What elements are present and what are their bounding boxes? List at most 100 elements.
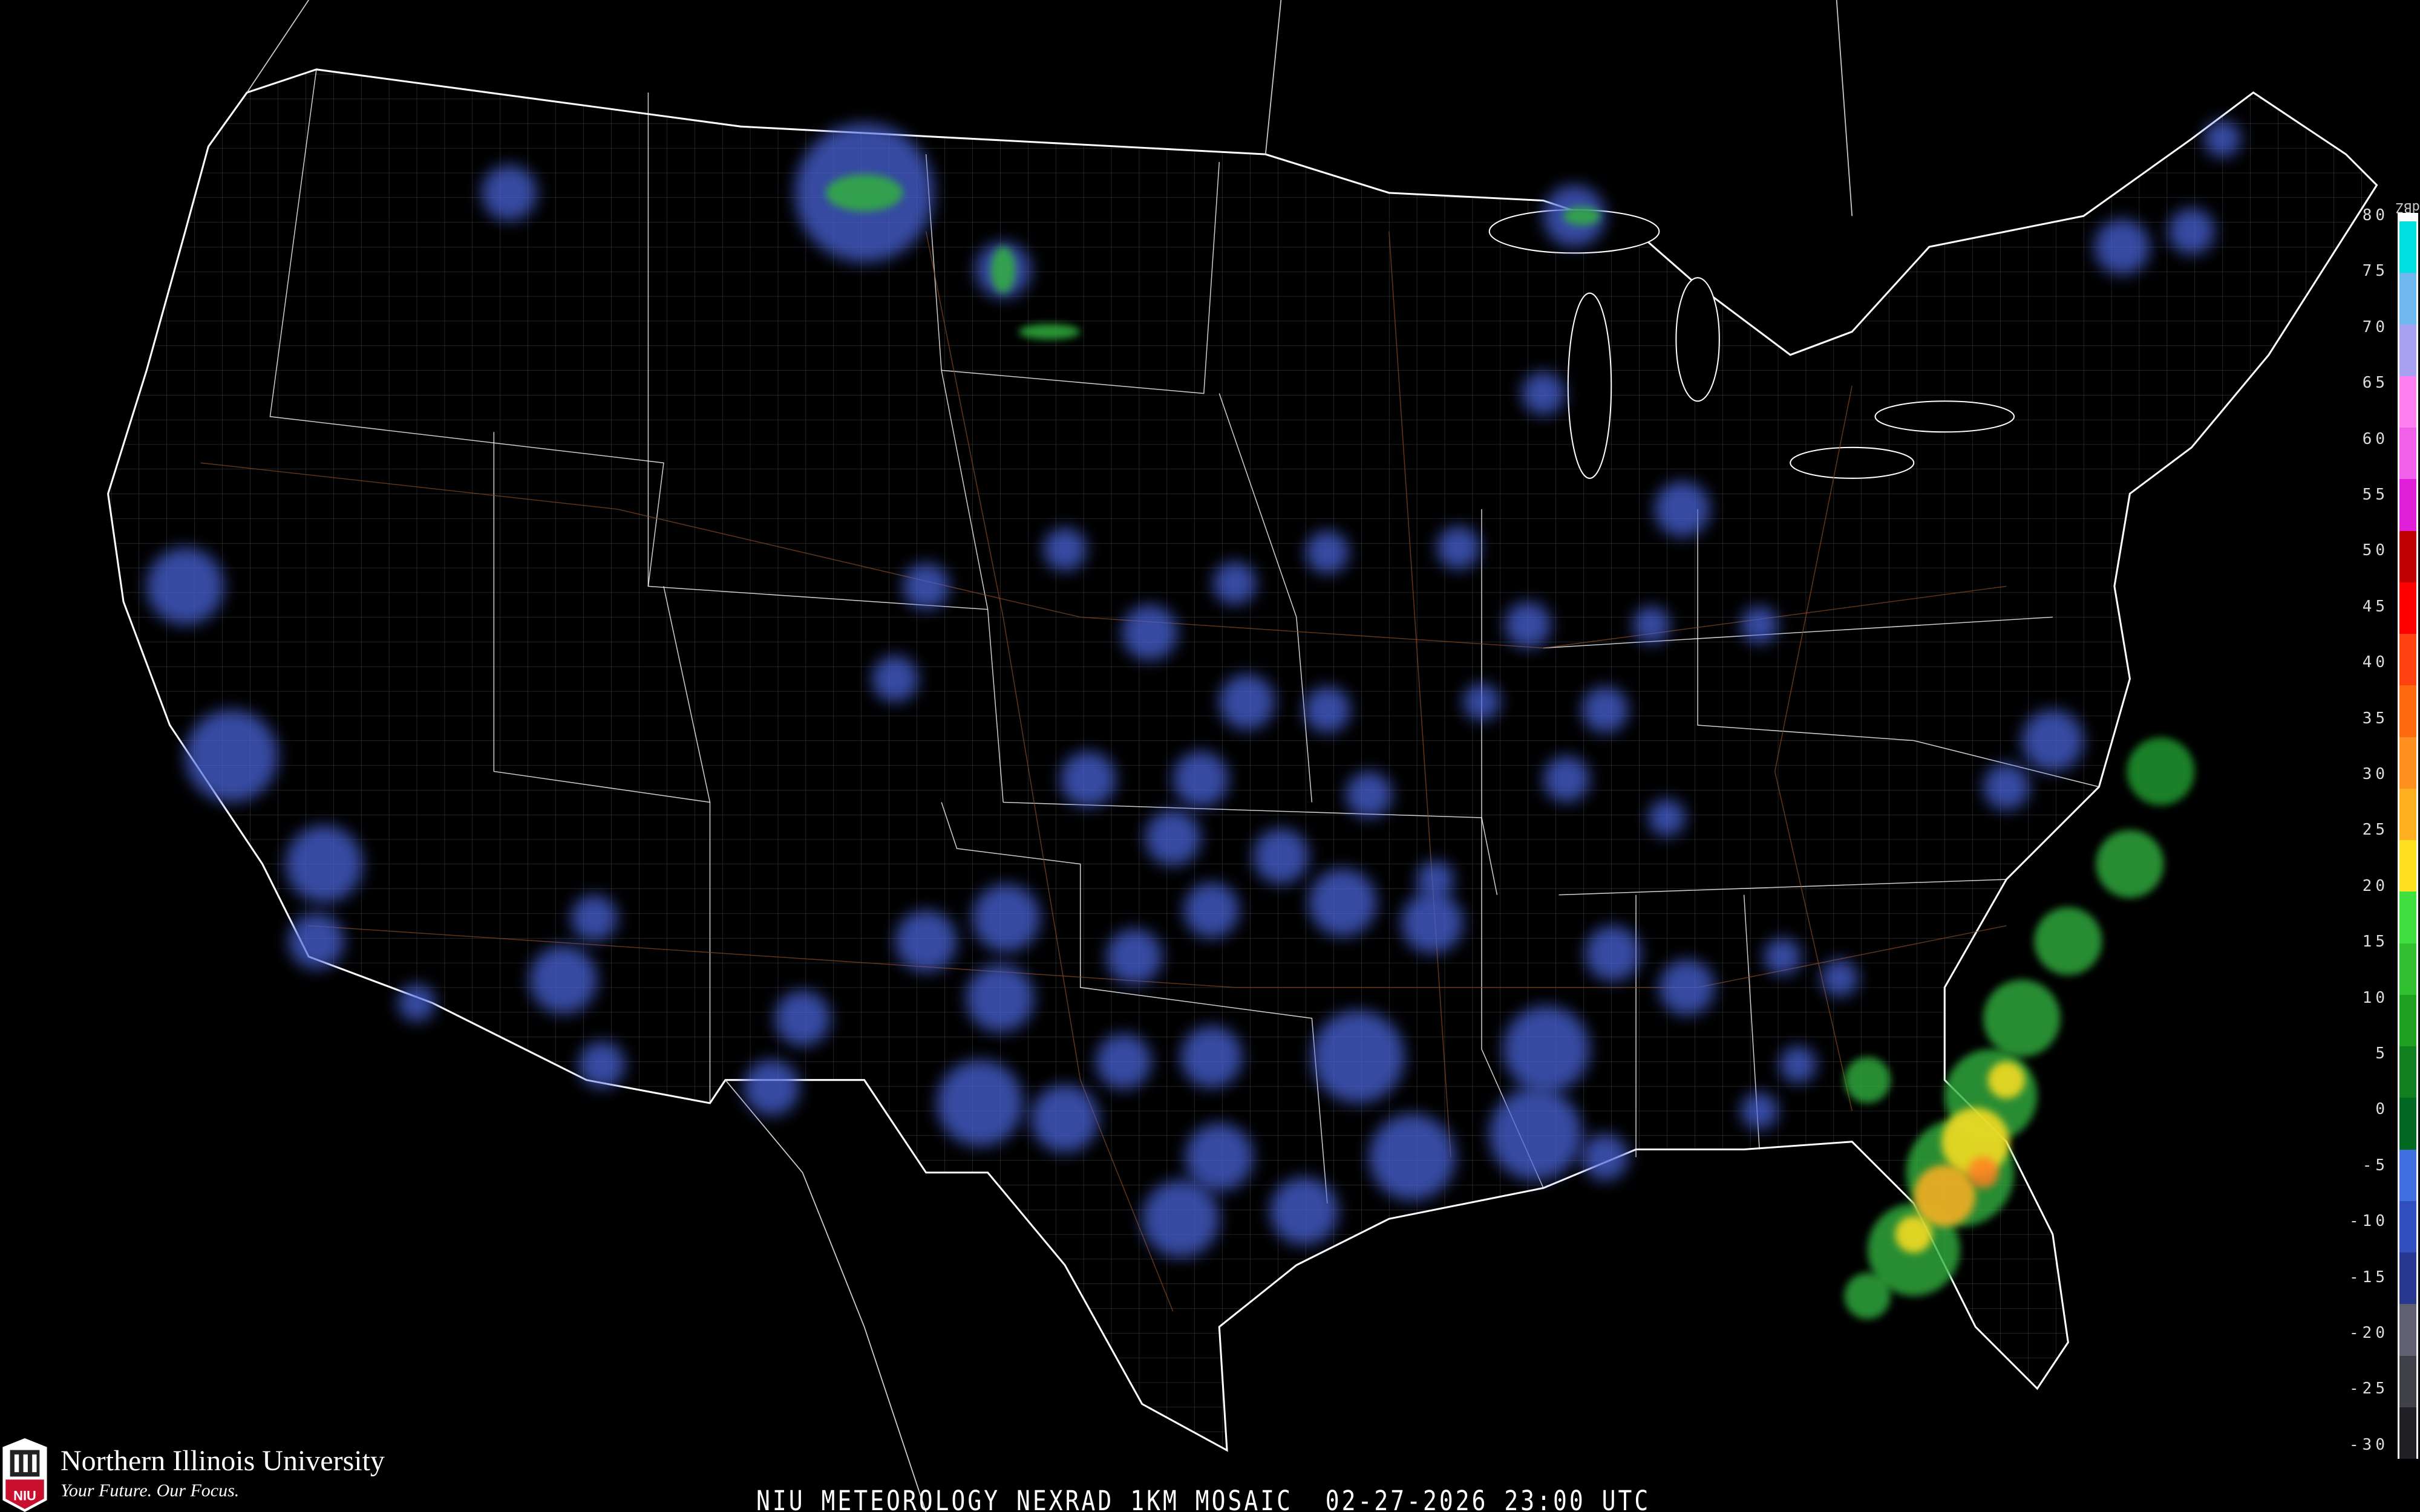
legend-swatch xyxy=(2399,1407,2416,1459)
highway xyxy=(1388,231,1451,1158)
radar-echo xyxy=(1741,606,1778,644)
radar-echo xyxy=(1503,1006,1590,1093)
radar-echo xyxy=(1654,481,1710,537)
radar-echo xyxy=(1779,1046,1817,1083)
legend-swatch xyxy=(2399,1046,2416,1098)
legend-swatch xyxy=(2399,376,2416,428)
highway xyxy=(200,462,2007,649)
radar-echo xyxy=(1096,1034,1152,1090)
legend-swatch xyxy=(2399,685,2416,737)
state-line xyxy=(1543,616,2053,649)
legend-label: -30 xyxy=(2349,1435,2389,1454)
radar-echoes xyxy=(146,120,2242,1320)
legend-swatch xyxy=(2399,788,2416,840)
legend-swatch xyxy=(2399,840,2416,892)
radar-echo xyxy=(1505,601,1551,648)
radar-echo-moderate xyxy=(2034,907,2102,976)
state-lines xyxy=(200,69,2099,1312)
neighbor-border xyxy=(246,0,1853,1512)
radar-echo xyxy=(1185,1123,1254,1191)
radar-echo xyxy=(1306,530,1349,574)
great-lake xyxy=(1790,446,1915,479)
legend-label: 0 xyxy=(2375,1100,2389,1119)
legend-label: 10 xyxy=(2362,988,2389,1007)
highway xyxy=(309,925,2007,988)
radar-echo xyxy=(1304,686,1351,733)
radar-echo xyxy=(1741,1092,1778,1130)
legend-swatch xyxy=(2399,1304,2416,1356)
state-line xyxy=(663,586,711,803)
radar-echo-moderate xyxy=(825,174,903,212)
radar-echo-moderate xyxy=(1844,1272,1891,1320)
radar-echo-moderate xyxy=(1018,324,1081,340)
legend-label: 5 xyxy=(2375,1044,2389,1063)
legend-label: 50 xyxy=(2362,541,2389,560)
radar-echo xyxy=(2021,709,2084,772)
state-line xyxy=(1218,393,1313,803)
legend-swatch xyxy=(2399,1253,2416,1305)
radar-echo xyxy=(578,1041,626,1088)
country-border xyxy=(107,68,2378,1452)
radar-echo xyxy=(1648,799,1686,836)
legend-label: 65 xyxy=(2362,374,2389,393)
radar-echo xyxy=(1043,527,1087,571)
radar-echo xyxy=(1821,959,1859,997)
legend-swatch xyxy=(2399,943,2416,995)
legend-colorbar xyxy=(2398,213,2418,1459)
radar-echo xyxy=(1346,771,1393,818)
legend-swatch xyxy=(2399,221,2416,273)
university-name: Northern Illinois University xyxy=(60,1445,385,1477)
radar-echo-moderate xyxy=(2127,737,2195,806)
radar-echo xyxy=(529,945,598,1014)
radar-echo xyxy=(1369,1113,1456,1201)
radar-echo xyxy=(1543,756,1590,803)
legend-label: 45 xyxy=(2362,597,2389,616)
university-tagline: Your Future. Our Focus. xyxy=(60,1481,240,1501)
radar-echo xyxy=(1270,1177,1338,1245)
legend-swatch xyxy=(2399,1149,2416,1201)
legend-label: 25 xyxy=(2362,821,2389,839)
radar-echo-heavy xyxy=(1895,1216,1932,1253)
radar-echo xyxy=(966,964,1035,1032)
radar-echo xyxy=(774,990,831,1046)
radar-echo xyxy=(1107,928,1162,985)
radar-echo xyxy=(1437,526,1480,570)
radar-echo xyxy=(872,656,918,702)
radar-echo-heavy xyxy=(1967,1157,1999,1188)
radar-echo xyxy=(1183,882,1240,939)
radar-echo xyxy=(481,165,537,221)
map-caption: NIU METEOROLOGY NEXRAD 1KM MOSAIC 02-27-… xyxy=(756,1485,1651,1512)
radar-echo xyxy=(972,884,1041,952)
radar-echo xyxy=(2168,208,2215,255)
radar-echo-moderate xyxy=(990,247,1016,293)
radar-echo xyxy=(285,825,363,903)
radar-echo xyxy=(1659,959,1715,1015)
radar-echo xyxy=(1463,683,1500,721)
radar-echo xyxy=(1764,938,1802,976)
radar-echo xyxy=(146,547,224,625)
radar-echo xyxy=(895,910,957,973)
radar-echo xyxy=(1312,1010,1405,1103)
legend-swatch xyxy=(2399,273,2416,325)
radar-echo xyxy=(1584,925,1641,982)
legend-swatch xyxy=(2399,1355,2416,1407)
great-lake xyxy=(1675,277,1720,402)
great-lake xyxy=(1874,400,2015,433)
radar-echo xyxy=(1401,891,1463,954)
legend-swatch xyxy=(2399,994,2416,1046)
legend-swatch xyxy=(2399,530,2416,582)
legend-label: 55 xyxy=(2362,486,2389,504)
radar-echo xyxy=(1522,371,1565,415)
legend-label: 80 xyxy=(2362,206,2389,224)
radar-echo xyxy=(1489,1087,1582,1181)
legend-swatch xyxy=(2399,428,2416,480)
legend-swatch xyxy=(2399,479,2416,531)
radar-echo-heavy xyxy=(1987,1061,2025,1099)
radar-echo xyxy=(1142,1180,1220,1258)
highway xyxy=(1774,385,1853,1111)
radar-echo-moderate xyxy=(1844,1057,1891,1103)
radar-echo xyxy=(1632,606,1670,644)
state-line xyxy=(941,370,1004,803)
legend-label: 20 xyxy=(2362,876,2389,895)
